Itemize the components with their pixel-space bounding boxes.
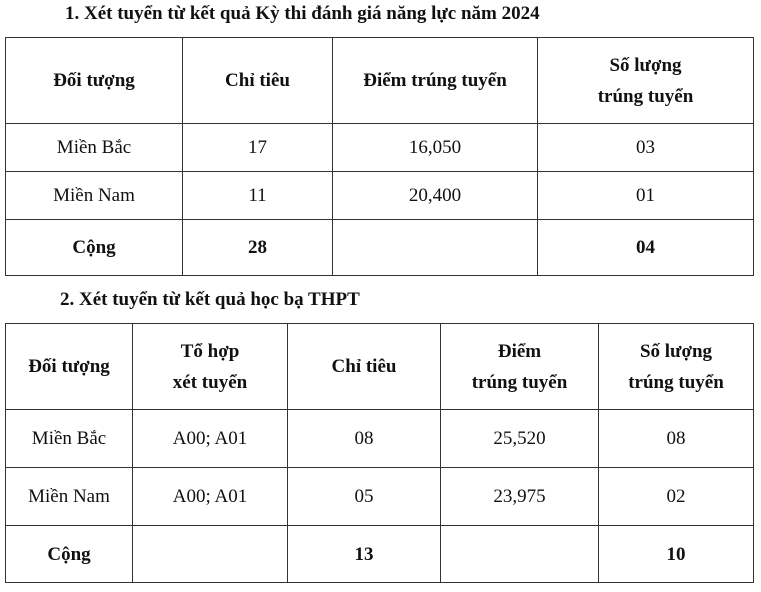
table: Đối tượng Tổ hợp xét tuyển Chỉ tiêu Điểm trún…	[5, 323, 754, 583]
table-cell: Miền Bắc	[5, 123, 183, 172]
table-cell: 13	[287, 525, 441, 583]
table-cell: Miền Bắc	[5, 409, 133, 468]
header-cell: Điểm trúng tuyển	[332, 37, 538, 124]
table-row: Cộng 13 10	[5, 525, 754, 583]
table-cell: 04	[537, 219, 754, 276]
header-cell: Số lượng trúng tuyển	[537, 37, 754, 124]
table-cell: 16,050	[332, 123, 538, 172]
table-cell: 28	[182, 219, 333, 276]
table-cell: 23,975	[440, 467, 599, 526]
section-title: 1. Xét tuyển từ kết quả Kỳ thi đánh giá …	[65, 3, 540, 24]
cell-line: Điểm	[497, 340, 542, 362]
table-cell: Cộng	[5, 219, 183, 276]
table-row: Miền Bắc A00; A01 08 25,520 08	[5, 409, 754, 468]
table-cell: 08	[287, 409, 441, 468]
table-cell	[332, 219, 538, 276]
table-cell: 02	[598, 467, 754, 526]
cell-line: Số lượng	[609, 54, 682, 76]
section-title: 2. Xét tuyển từ kết quả học bạ THPT	[60, 289, 360, 310]
cell-line: trúng tuyển	[628, 371, 724, 393]
header-row: Đối tượng Chỉ tiêu Điểm trúng tuyển Số lượn…	[5, 37, 754, 124]
table-cell: 20,400	[332, 171, 538, 220]
table-row: Miền Bắc 17 16,050 03	[5, 123, 754, 172]
table-row: Miền Nam A00; A01 05 23,975 02	[5, 467, 754, 526]
header-cell: Đối tượng	[5, 323, 133, 410]
table-cell: 17	[182, 123, 333, 172]
table-cell: 03	[537, 123, 754, 172]
cell-line: Tổ hợp	[180, 340, 240, 362]
header-cell: Điểm trúng tuyển	[440, 323, 599, 410]
table-cell: 08	[598, 409, 754, 468]
table: Đối tượng Chỉ tiêu Điểm trúng tuyển Số lượn…	[5, 37, 754, 276]
table-cell: A00; A01	[132, 467, 288, 526]
table-cell: Miền Nam	[5, 467, 133, 526]
table-cell	[440, 525, 599, 583]
header-row: Đối tượng Tổ hợp xét tuyển Chỉ tiêu Điểm trún…	[5, 323, 754, 410]
table-cell: 01	[537, 171, 754, 220]
header-cell: Số lượng trúng tuyển	[598, 323, 754, 410]
table-cell: 11	[182, 171, 333, 220]
table-cell: 05	[287, 467, 441, 526]
cell-line: trúng tuyển	[597, 85, 694, 107]
table-cell: Cộng	[5, 525, 133, 583]
header-cell: Tổ hợp xét tuyển	[132, 323, 288, 410]
header-cell: Chỉ tiêu	[287, 323, 441, 410]
table-cell: A00; A01	[132, 409, 288, 468]
header-cell: Chỉ tiêu	[182, 37, 333, 124]
cell-line: xét tuyển	[172, 371, 248, 393]
table-row: Cộng 28 04	[5, 219, 754, 276]
table-row: Miền Nam 11 20,400 01	[5, 171, 754, 220]
table-cell: Miền Nam	[5, 171, 183, 220]
table-cell: 25,520	[440, 409, 599, 468]
cell-line: trúng tuyển	[471, 371, 568, 393]
header-cell: Đối tượng	[5, 37, 183, 124]
table-cell	[132, 525, 288, 583]
cell-line: Số lượng	[639, 340, 713, 362]
table-cell: 10	[598, 525, 754, 583]
